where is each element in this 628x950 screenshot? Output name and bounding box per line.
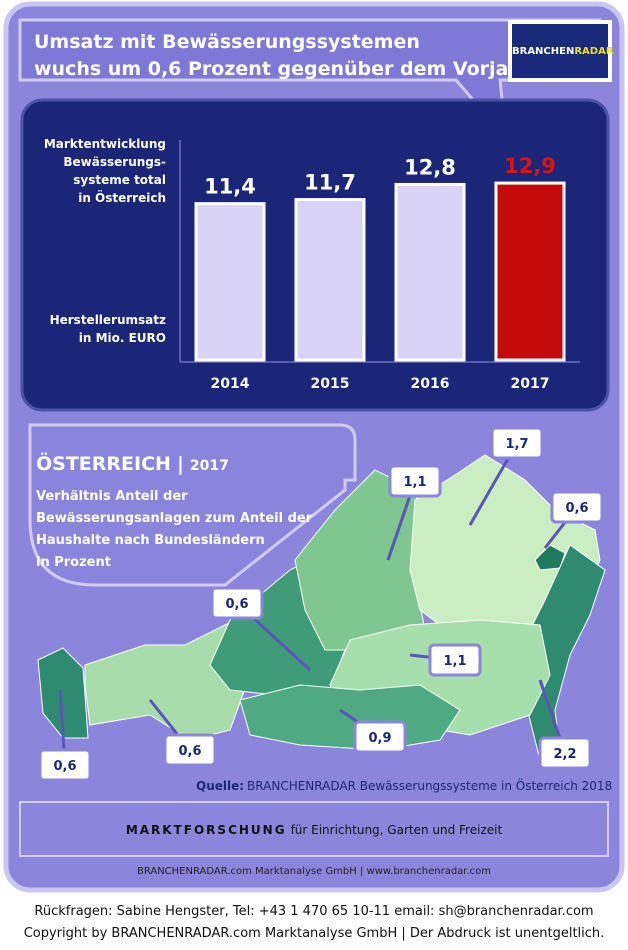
region	[37, 647, 89, 739]
map-description: Bewässerungsanlagen zum Anteil der	[36, 511, 313, 526]
map-label: 1,7	[505, 437, 528, 452]
x-tick-label: 2016	[411, 376, 450, 392]
value-label: 11,4	[204, 175, 256, 199]
callout-box	[550, 490, 604, 524]
map-heading: ÖSTERREICH | 2017	[36, 451, 229, 475]
callout-box	[163, 733, 217, 767]
callout-box	[490, 426, 544, 460]
y-label: in Mio. EURO	[79, 331, 166, 345]
value-label: 11,7	[304, 171, 356, 195]
map-label: 0,6	[53, 759, 76, 774]
bar	[394, 182, 466, 362]
y-label: systeme total	[73, 173, 166, 187]
map-description: Haushalte nach Bundesländern	[36, 533, 265, 548]
x-tick-label: 2014	[211, 376, 250, 392]
company: BRANCHENRADAR.com Marktanalyse GmbH | ww…	[137, 866, 491, 877]
x-tick-label: 2015	[311, 376, 350, 392]
callout-box	[38, 748, 92, 782]
bar	[494, 181, 566, 362]
map-bubble	[28, 423, 357, 587]
map-label: 1,1	[443, 654, 466, 669]
map-label: 0,9	[368, 731, 391, 746]
map-description: in Prozent	[36, 555, 111, 570]
map-label: 0,6	[178, 744, 201, 759]
map-label: 2,2	[553, 747, 576, 762]
map-label: 0,6	[225, 597, 248, 612]
logo-bg	[512, 24, 608, 78]
title: Umsatz mit Bewässerungssystemen	[34, 31, 420, 53]
y-label: Herstellerumsatz	[50, 313, 166, 327]
title: wuchs um 0,6 Prozent gegenüber dem Vorja…	[34, 58, 532, 80]
footer: Rückfragen: Sabine Hengster, Tel: +43 1 …	[34, 904, 593, 919]
callout-box	[428, 643, 482, 677]
callout-box	[210, 586, 264, 620]
map-description: Verhältnis Anteil der	[36, 489, 188, 504]
banner-text: MARKTFORSCHUNG für Einrichtung, Garten un…	[126, 823, 503, 837]
callout-box	[353, 720, 407, 754]
y-label: Bewässerungs-	[63, 155, 166, 169]
y-label: Marktentwicklung	[44, 137, 166, 151]
value-label: 12,8	[404, 155, 456, 179]
map-label: 0,6	[565, 501, 588, 516]
y-label: in Österreich	[78, 190, 166, 205]
callout-box	[538, 736, 592, 770]
x-tick-label: 2017	[511, 376, 550, 392]
source: Quelle: BRANCHENRADAR Bewässerungssysteme…	[196, 777, 612, 793]
logo: BRANCHENRADAR	[512, 46, 614, 57]
banner	[19, 801, 609, 857]
value-label: 12,9	[504, 154, 556, 178]
map-label: 1,1	[403, 475, 426, 490]
bar	[294, 198, 366, 362]
callout-box	[388, 464, 442, 498]
bar	[194, 202, 266, 362]
footer: Copyright by BRANCHENRADAR.com Marktanal…	[24, 926, 605, 941]
map	[37, 454, 606, 761]
